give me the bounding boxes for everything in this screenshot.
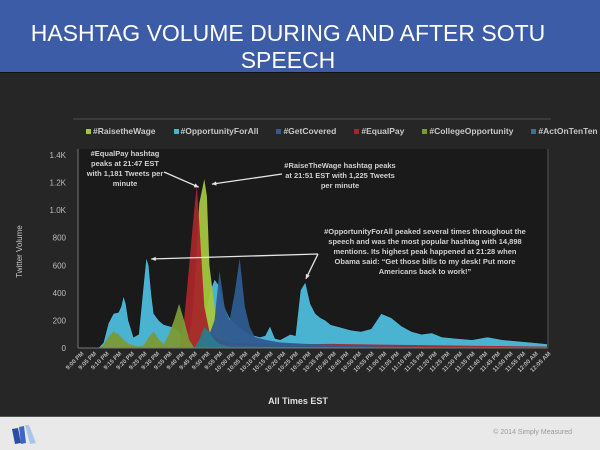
- annotation-line: minute: [113, 179, 138, 188]
- header-bar: HASHTAG VOLUME DURING AND AFTER SOTU SPE…: [0, 0, 600, 73]
- y-tick-label: 200: [53, 316, 67, 325]
- legend-swatch: [276, 128, 282, 134]
- annotation-line: with 1,181 Tweets per: [86, 169, 164, 178]
- y-tick-label: 1.2K: [50, 179, 67, 188]
- legend-label: #EqualPay: [361, 126, 405, 136]
- annotation-arrow-equalpay: [163, 171, 200, 188]
- annotation-line: per minute: [321, 181, 359, 190]
- legend-item: #EqualPay: [354, 124, 404, 138]
- legend-label: #OpportunityForAll: [180, 126, 259, 136]
- legend-label: #ActOnTenTen: [538, 126, 598, 136]
- annotation-arrow-opportunity-2-head: [305, 273, 310, 279]
- page-title: HASHTAG VOLUME DURING AND AFTER SOTU SPE…: [30, 20, 546, 73]
- series-area-equalpay: [78, 185, 548, 348]
- annotation-arrow-raisethewage: [211, 173, 283, 185]
- copyright-text: © 2014 Simply Measured: [493, 429, 572, 436]
- annotation-arrow-opportunity-2: [305, 253, 319, 280]
- y-tick-label: 600: [53, 261, 67, 270]
- y-tick-label: 1.4K: [50, 151, 67, 160]
- annotation-line: at 21:51 EST with 1,225 Tweets: [285, 171, 395, 180]
- annotation-line: Obama said: “Get those bills to my desk!…: [335, 257, 516, 266]
- annotation-line: #EqualPay hashtag: [91, 149, 160, 158]
- y-tick-label: 800: [53, 234, 67, 243]
- annotation-line: Americans back to work!”: [379, 267, 472, 276]
- legend-item: #RaisetheWage: [86, 124, 156, 138]
- annotation-line: peaks at 21:47 EST: [91, 159, 159, 168]
- legend-label: #GetCovered: [283, 126, 337, 136]
- y-axis-label: Twitter Volume: [15, 225, 24, 278]
- annotation-line: speech and was the most popular hashtag …: [328, 237, 521, 246]
- legend-label: #RaisetheWage: [93, 126, 156, 136]
- legend-swatch: [173, 128, 179, 134]
- x-axis-label: All Times EST: [268, 396, 328, 406]
- legend-item: #GetCovered: [276, 124, 336, 138]
- legend-swatch: [422, 128, 428, 134]
- legend-item: #OpportunityForAll: [173, 124, 259, 138]
- legend-label: #CollegeOpportunity: [429, 126, 514, 136]
- annotation-arrow-equalpay-head: [193, 183, 199, 188]
- annotation-arrow-opportunity-1: [151, 253, 319, 260]
- chart-legend: #RaisetheWage #OpportunityForAll #GetCover…: [86, 124, 598, 138]
- series-area-collegeopportunity: [78, 303, 548, 348]
- y-tick-label: 400: [53, 289, 67, 298]
- annotation-line: #OpportunityForAll peaked several times …: [324, 227, 526, 236]
- simply-measured-logo-icon: [12, 425, 36, 444]
- legend-item: #ActOnTenTen: [531, 124, 598, 138]
- legend-item: #CollegeOpportunity: [422, 124, 513, 138]
- legend-swatch: [531, 128, 537, 134]
- legend-swatch: [86, 128, 91, 134]
- legend-swatch: [354, 128, 360, 134]
- annotation-line: #RaiseTheWage hashtag peaks: [284, 161, 395, 170]
- annotation-arrow-raisethewage-head: [211, 181, 217, 186]
- footer: © 2014 Simply Measured: [0, 416, 600, 450]
- annotation-arrow-opportunity-1-head: [151, 256, 156, 262]
- annotation-line: mentions. Its highest peak happened at 2…: [334, 247, 517, 256]
- y-tick-label: 0: [62, 344, 67, 353]
- legend-divider: [73, 118, 551, 120]
- y-tick-label: 1.0K: [50, 206, 67, 215]
